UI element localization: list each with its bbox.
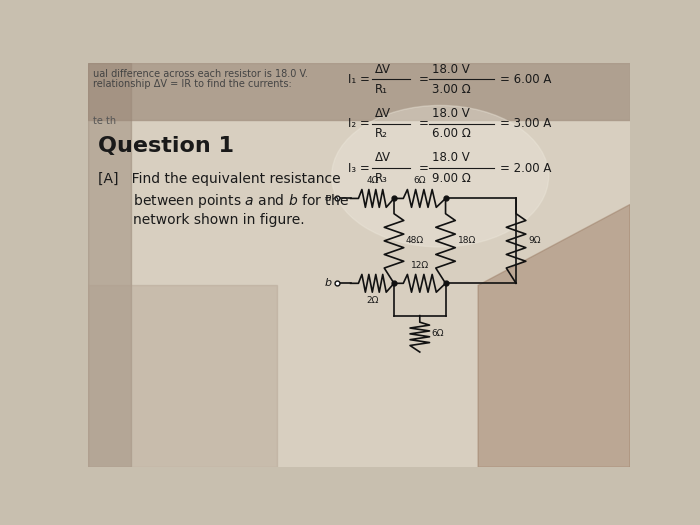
Text: = 3.00 A: = 3.00 A bbox=[500, 117, 551, 130]
Text: 18.0 V: 18.0 V bbox=[432, 107, 470, 120]
Polygon shape bbox=[88, 63, 131, 467]
Text: 48Ω: 48Ω bbox=[406, 236, 424, 245]
Text: te th: te th bbox=[93, 116, 116, 125]
Text: = 6.00 A: = 6.00 A bbox=[500, 72, 551, 86]
Text: ual difference across each resistor is 18.0 V.: ual difference across each resistor is 1… bbox=[93, 69, 308, 79]
Text: a: a bbox=[325, 193, 332, 203]
Text: relationship ΔV = IR to find the currents:: relationship ΔV = IR to find the current… bbox=[93, 79, 292, 89]
Text: R₁: R₁ bbox=[375, 83, 388, 96]
Text: = 2.00 A: = 2.00 A bbox=[500, 162, 551, 175]
Text: ΔV: ΔV bbox=[375, 62, 391, 76]
Text: 9Ω: 9Ω bbox=[528, 236, 540, 245]
Text: 9.00 Ω: 9.00 Ω bbox=[432, 172, 471, 185]
Text: Question 1: Question 1 bbox=[98, 136, 234, 156]
Text: I₁ =: I₁ = bbox=[348, 72, 370, 86]
Text: R₂: R₂ bbox=[375, 127, 388, 140]
Text: ΔV: ΔV bbox=[375, 107, 391, 120]
Ellipse shape bbox=[332, 106, 549, 247]
Text: 3.00 Ω: 3.00 Ω bbox=[432, 83, 470, 96]
Text: 6.00 Ω: 6.00 Ω bbox=[432, 127, 471, 140]
Text: 4Ω: 4Ω bbox=[366, 176, 379, 185]
Text: =: = bbox=[419, 162, 428, 175]
Text: I₃ =: I₃ = bbox=[348, 162, 370, 175]
Text: =: = bbox=[419, 72, 428, 86]
Text: 6Ω: 6Ω bbox=[432, 329, 444, 338]
Text: [A]   Find the equivalent resistance: [A] Find the equivalent resistance bbox=[98, 172, 341, 186]
Text: b: b bbox=[325, 278, 332, 288]
Bar bbox=[88, 63, 630, 120]
Text: between points $a$ and $b$ for the: between points $a$ and $b$ for the bbox=[98, 192, 349, 211]
Text: 18Ω: 18Ω bbox=[458, 236, 476, 245]
Text: 18.0 V: 18.0 V bbox=[432, 152, 470, 164]
Text: I₂ =: I₂ = bbox=[348, 117, 370, 130]
Text: =: = bbox=[419, 117, 428, 130]
Text: 12Ω: 12Ω bbox=[411, 261, 429, 270]
Text: R₃: R₃ bbox=[375, 172, 388, 185]
Bar bbox=[88, 286, 277, 467]
Polygon shape bbox=[478, 205, 630, 467]
Text: 6Ω: 6Ω bbox=[414, 176, 426, 185]
Text: network shown in figure.: network shown in figure. bbox=[98, 213, 305, 227]
Text: ΔV: ΔV bbox=[375, 152, 391, 164]
Text: 2Ω: 2Ω bbox=[366, 296, 379, 305]
Text: 18.0 V: 18.0 V bbox=[432, 62, 470, 76]
